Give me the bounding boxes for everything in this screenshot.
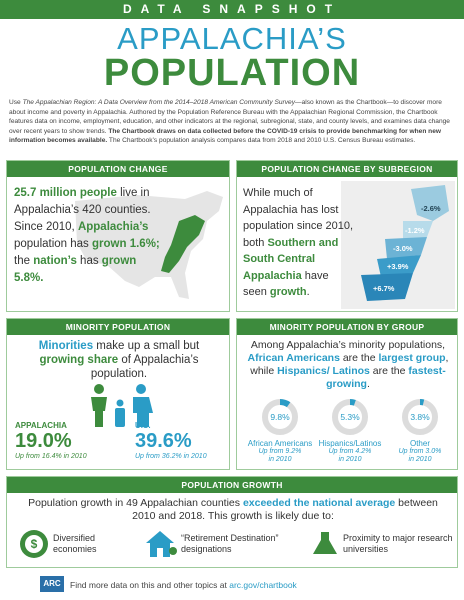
- donut: 9.8%: [262, 399, 298, 435]
- text: Population growth in 49 Appalachian coun…: [28, 497, 243, 509]
- donut-label: 5.3%: [340, 412, 360, 422]
- appalachia-label: APPALACHIA: [15, 421, 67, 430]
- subregion-text: While much of Appalachia has lost popula…: [243, 185, 355, 301]
- growth-text: Population growth in 49 Appalachian coun…: [27, 497, 439, 523]
- family-icon: [91, 384, 153, 427]
- group-note: Up from 3.0% in 2010: [398, 448, 442, 463]
- text: of Appalachia’s population.: [90, 354, 199, 380]
- text: between 2010 and 2018. This growth is li…: [132, 497, 438, 522]
- house-icon: [146, 531, 177, 557]
- text: growth: [269, 286, 307, 298]
- text: grown 1.6%;: [92, 238, 160, 250]
- population-change-text: 25.7 million people live in Appalachia’s…: [14, 185, 164, 287]
- svg-text:$: $: [31, 537, 38, 551]
- text: fastest-growing: [326, 365, 446, 390]
- text: The Appalachian Region: A Data Overview …: [22, 99, 295, 106]
- group-name: African Americans: [247, 439, 313, 448]
- section-heading: MINORITY POPULATION: [7, 319, 229, 335]
- minority-group-box: MINORITY POPULATION BY GROUP Among Appal…: [236, 318, 458, 470]
- subregion-box: POPULATION CHANGE BY SUBREGION -2.6% -1.…: [236, 160, 458, 312]
- map-label: +6.7%: [373, 284, 395, 293]
- text: has: [76, 255, 102, 267]
- text: The Chartbook draws on data collected be…: [9, 127, 442, 145]
- us-note: Up from 36.2% in 2010: [135, 453, 207, 460]
- title-line1: APPALACHIA’S: [117, 21, 347, 56]
- text: largest group: [378, 352, 446, 364]
- text: .: [306, 286, 310, 298]
- donut-label: 3.8%: [410, 412, 430, 422]
- us-label: U.S.: [135, 421, 151, 430]
- text: make up a small but: [93, 340, 200, 352]
- donut: 5.3%: [332, 399, 368, 435]
- text: the: [14, 255, 34, 267]
- logo: ARC: [40, 576, 64, 592]
- footer-text: Find more data on this and other topics …: [70, 580, 297, 590]
- text: Southern and South Central Appalachia: [243, 236, 339, 282]
- map-label: -3.0%: [393, 244, 413, 253]
- text: growing share: [39, 354, 119, 366]
- section-heading: POPULATION GROWTH: [7, 477, 457, 493]
- donut-arc: [332, 399, 368, 435]
- donut: 3.8%: [402, 399, 438, 435]
- text: —also known as the Chartbook—to discover…: [9, 99, 450, 135]
- section-heading: POPULATION CHANGE BY SUBREGION: [237, 161, 457, 177]
- subregion-map: -2.6% -1.2% -3.0% +3.9% +6.7%: [341, 181, 455, 309]
- kicker-band: DATA SNAPSHOT: [0, 0, 464, 19]
- money-icon: $: [20, 530, 48, 558]
- growth-item: Proximity to major research universities: [343, 533, 453, 554]
- us-map: [75, 191, 223, 299]
- intro: Use The Appalachian Region: A Data Overv…: [9, 98, 457, 146]
- title-line2: POPULATION: [103, 52, 361, 94]
- text: Minorities: [38, 340, 94, 352]
- map-label: -2.6%: [421, 204, 441, 213]
- growth-box: POPULATION GROWTH Population growth in 4…: [6, 476, 458, 568]
- growth-item: “Retirement Destination” designations: [181, 533, 279, 554]
- map-label: -1.2%: [405, 226, 425, 235]
- minority-box: MINORITY POPULATION Minorities make up a…: [6, 318, 230, 470]
- text: Appalachia’s: [77, 221, 149, 233]
- text: grown 5.8%.: [14, 255, 137, 284]
- text: live in Appalachia’s 420 counties. Since…: [14, 187, 151, 233]
- text: .: [366, 378, 370, 390]
- map-label: +3.9%: [387, 262, 409, 271]
- text: nation’s: [33, 255, 77, 267]
- appalachia-note: Up from 16.4% in 2010: [15, 453, 87, 460]
- text: 25.7 million people: [14, 187, 117, 199]
- text: population has: [14, 238, 93, 250]
- text: are the: [369, 365, 409, 377]
- text: exceeded the national average: [242, 497, 396, 509]
- text: Use: [9, 99, 23, 106]
- group-note: Up from 4.2% in 2010: [328, 448, 372, 463]
- text: Among Appalachia’s minority populations,: [250, 339, 446, 351]
- donut-arc: [262, 399, 298, 435]
- section-heading: MINORITY POPULATION BY GROUP: [237, 319, 457, 335]
- donut-arc: [402, 399, 438, 435]
- text: African Americans: [247, 352, 340, 364]
- population-change-box: POPULATION CHANGE 25.7 million people li…: [6, 160, 230, 312]
- group-note: Up from 9.2% in 2010: [258, 448, 302, 463]
- text: , while: [250, 352, 449, 377]
- text: have seen: [243, 269, 329, 299]
- text: Hispanics/ Latinos: [277, 365, 370, 377]
- text: are the: [339, 352, 379, 364]
- text: While much of Appalachia has lost popula…: [243, 187, 354, 249]
- group-name: Other: [409, 439, 430, 448]
- appalachia-value: 19.0%: [15, 430, 72, 452]
- section-heading: POPULATION CHANGE: [7, 161, 229, 177]
- flask-icon: [313, 532, 337, 554]
- text: The Chartbook’s population analysis comp…: [107, 137, 416, 145]
- minority-text: Minorities make up a small but growing s…: [21, 339, 217, 381]
- donut-label: 9.8%: [270, 412, 290, 422]
- minority-group-text: Among Appalachia’s minority populations,…: [243, 339, 453, 391]
- text: Find more data on this and other topics …: [70, 580, 230, 590]
- us-value: 39.6%: [135, 430, 192, 452]
- group-name: Hispanics/Latinos: [318, 439, 382, 448]
- growth-item: Diversified economies: [53, 533, 97, 554]
- link[interactable]: arc.gov/chartbook: [229, 580, 297, 590]
